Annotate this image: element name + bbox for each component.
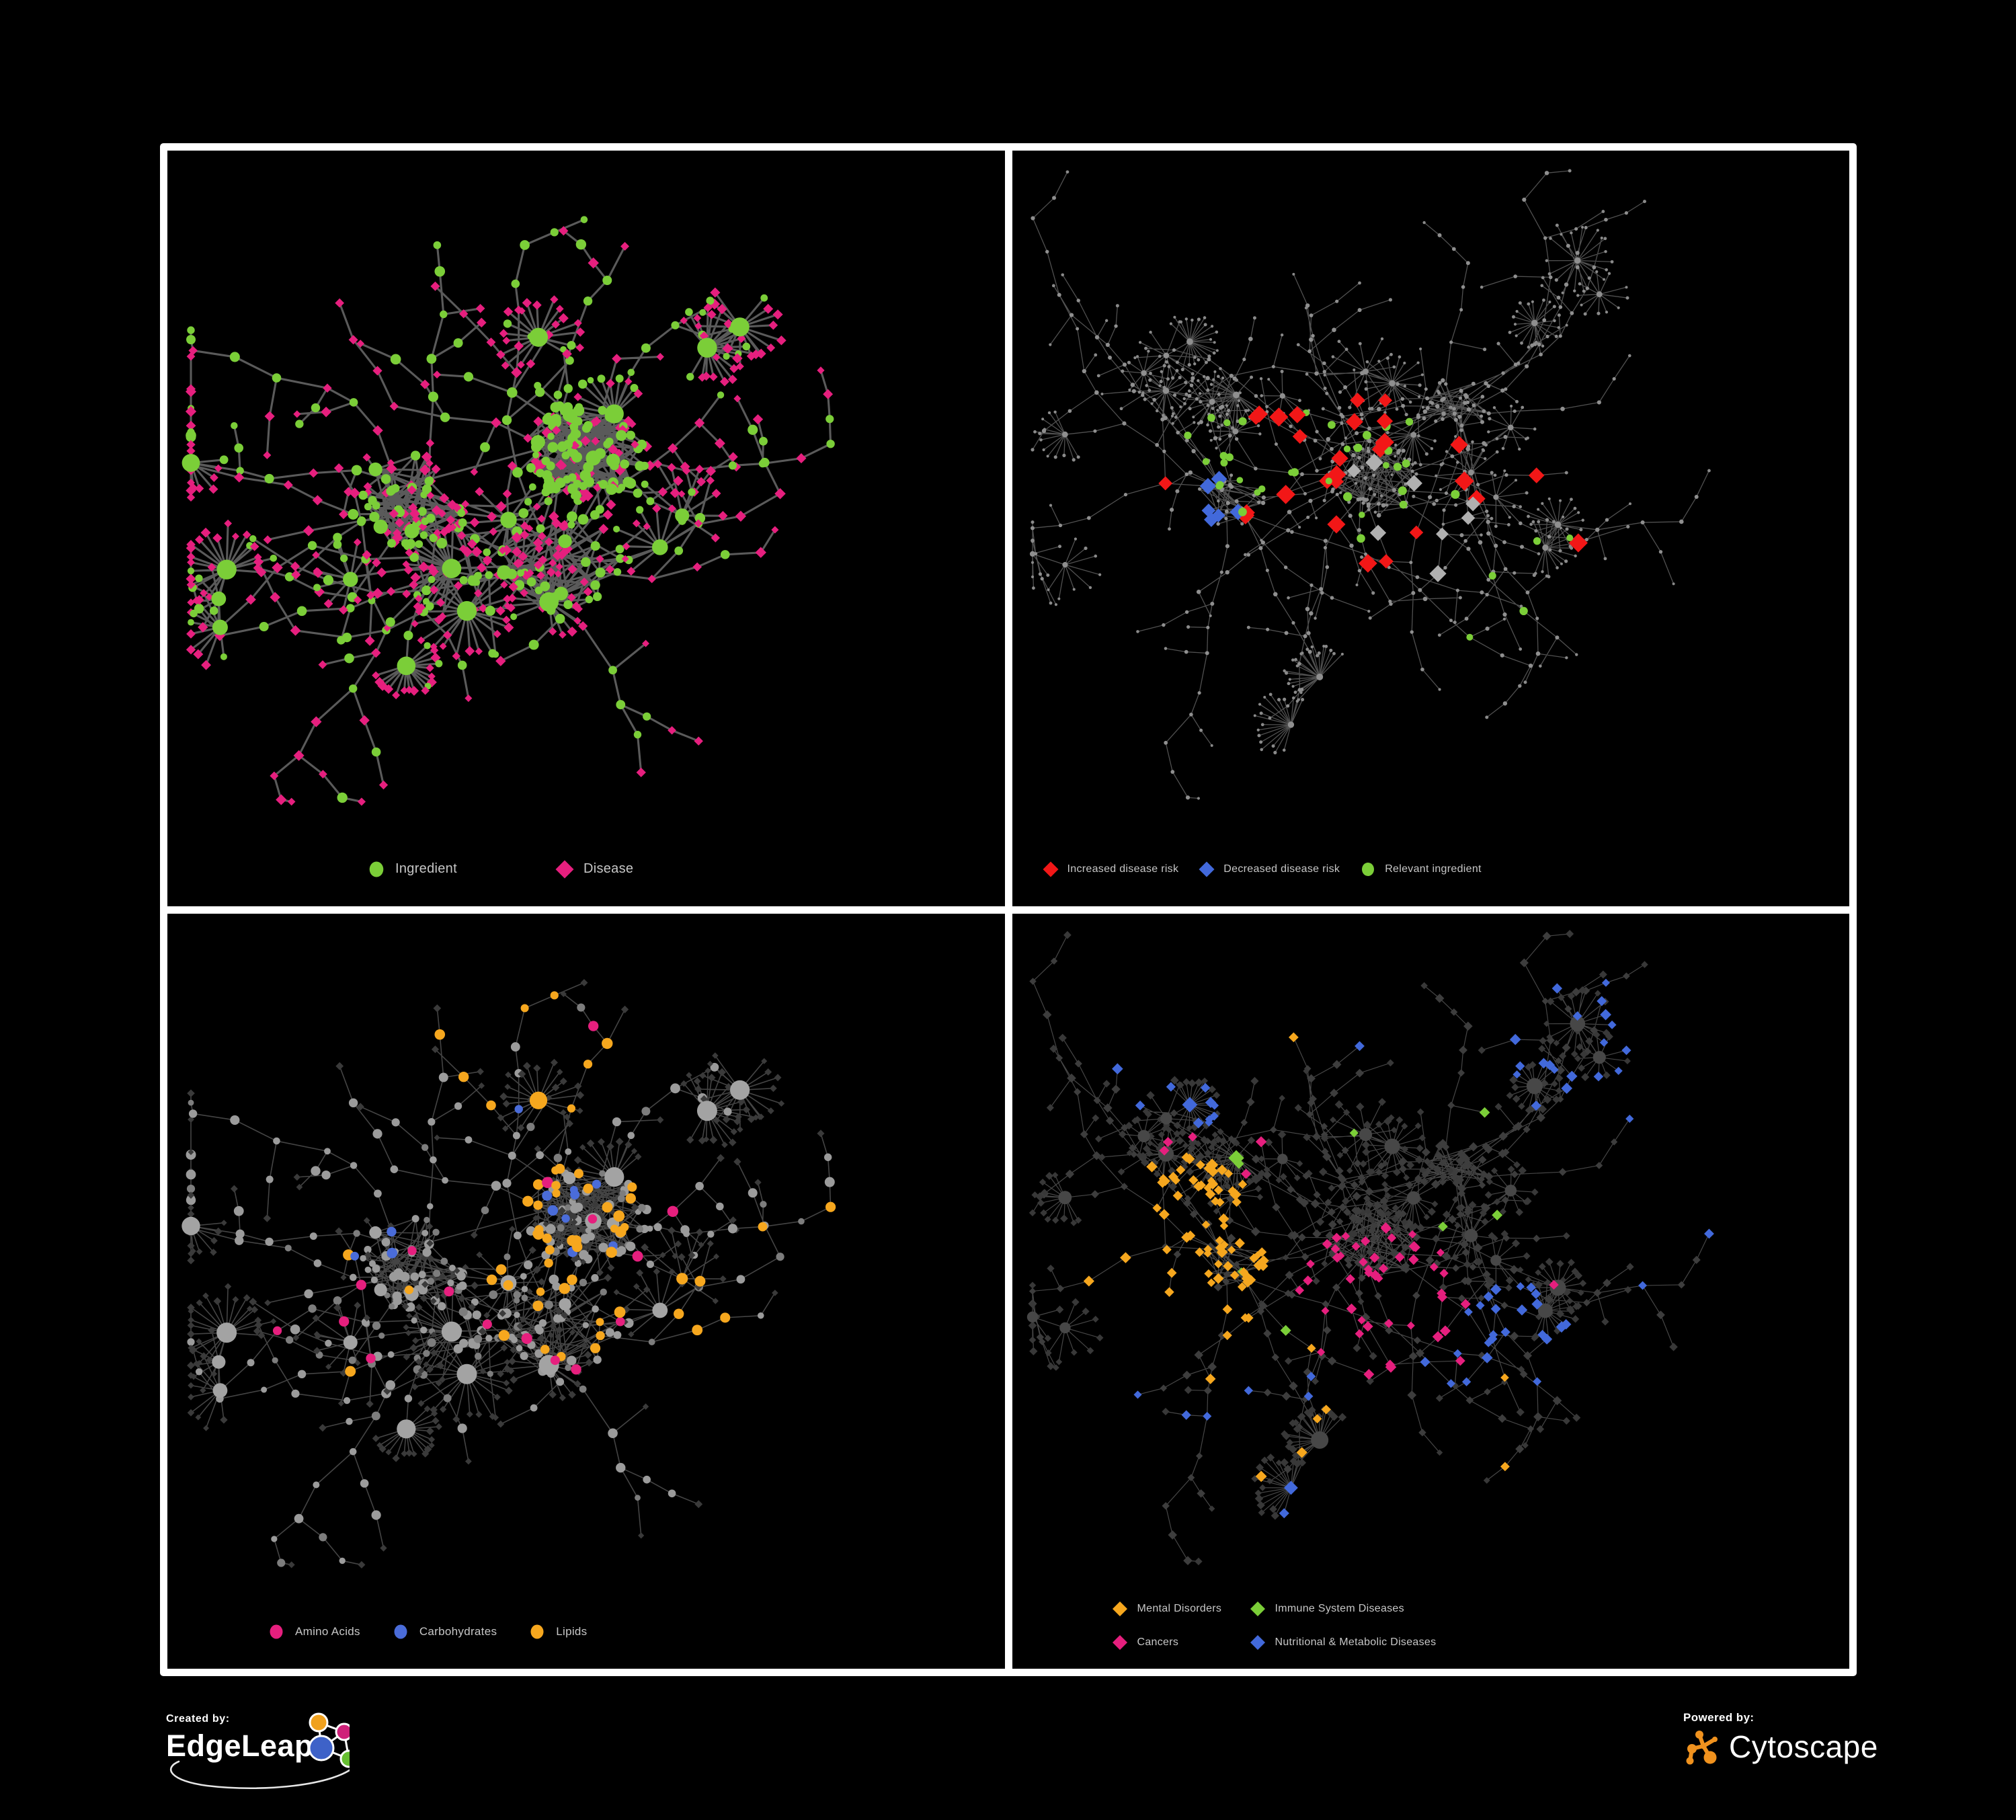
legend-label: Nutritional & Metabolic Diseases: [1275, 1636, 1437, 1648]
legend-label: Disease: [583, 861, 634, 876]
legend-disease-classes: Mental Disorders Immune System Diseases Ca…: [1012, 1599, 1850, 1653]
legend-disease-risk: Increased disease risk Decreased disease …: [1012, 859, 1850, 879]
panel-ingredient-disease: Ingredient Disease: [167, 151, 1005, 906]
legend-label: Increased disease risk: [1067, 863, 1179, 875]
legend-item-lipids: Lipids: [527, 1622, 587, 1642]
figure-grid: Ingredient Disease Increased disease risk…: [160, 143, 1857, 1676]
legend-item-relevant-ingredient: Relevant ingredient: [1358, 859, 1482, 879]
panel-disease-risk: Increased disease risk Decreased disease …: [1012, 151, 1850, 906]
legend-label: Cancers: [1137, 1636, 1179, 1648]
legend-ingredient-classes: Amino Acids Carbohydrates Lipids: [167, 1622, 1005, 1642]
legend-label: Relevant ingredient: [1385, 863, 1482, 875]
legend-label: Lipids: [556, 1625, 588, 1638]
powered-by-block: Powered by: Cytoscape: [1683, 1711, 1878, 1766]
legend-label: Immune System Diseases: [1275, 1603, 1404, 1614]
diamond-swatch-icon: [1112, 1635, 1127, 1650]
diamond-swatch-icon: [555, 860, 574, 878]
legend-item-immune-system-diseases: Immune System Diseases: [1248, 1599, 1850, 1619]
circle-swatch-icon: [394, 1624, 407, 1639]
legend-item-disease: Disease: [555, 859, 633, 879]
legend-item-ingredient: Ingredient: [366, 859, 457, 879]
diamond-swatch-icon: [1250, 1601, 1265, 1616]
legend-label: Mental Disorders: [1137, 1603, 1222, 1614]
legend-item-mental-disorders: Mental Disorders: [1110, 1599, 1248, 1619]
created-by-block: Created by: EdgeLeap: [166, 1712, 350, 1794]
diamond-swatch-icon: [1112, 1601, 1127, 1616]
cytoscape-logo-icon: [1686, 1731, 1718, 1765]
diamond-swatch-icon: [1199, 861, 1215, 877]
legend-item-decreased-disease-risk: Decreased disease risk: [1197, 859, 1340, 879]
disease-risk-network-graph: [1029, 169, 1711, 800]
legend-label: Ingredient: [395, 861, 457, 876]
diamond-swatch-icon: [1250, 1635, 1265, 1650]
panel-disease-classes: Mental Disorders Immune System Diseases Ca…: [1012, 913, 1850, 1669]
ingredient-classes-network-graph: [182, 978, 836, 1569]
legend-item-cancers: Cancers: [1110, 1632, 1248, 1653]
legend-ingredient-disease: Ingredient Disease: [167, 859, 1005, 879]
legend-item-carbohydrates: Carbohydrates: [391, 1622, 497, 1642]
circle-swatch-icon: [1362, 862, 1375, 876]
cytoscape-wordmark: Cytoscape: [1729, 1729, 1878, 1764]
circle-swatch-icon: [530, 1624, 544, 1639]
ingredient-disease-network-graph: [182, 216, 835, 806]
diamond-swatch-icon: [1043, 861, 1058, 877]
edgeleap-wordmark: EdgeLeap: [166, 1729, 314, 1763]
legend-item-increased-disease-risk: Increased disease risk: [1041, 859, 1179, 879]
created-by-label: Created by:: [166, 1713, 230, 1725]
panel-ingredient-classes: Amino Acids Carbohydrates Lipids: [167, 913, 1005, 1669]
legend-item-nutritional-metabolic-diseases: Nutritional & Metabolic Diseases: [1248, 1632, 1850, 1653]
legend-label: Decreased disease risk: [1223, 863, 1340, 875]
disease-classes-network-graph: [1026, 929, 1714, 1565]
legend-label: Amino Acids: [295, 1625, 360, 1638]
legend-label: Carbohydrates: [419, 1625, 497, 1638]
legend-item-amino-acids: Amino Acids: [266, 1622, 360, 1642]
circle-swatch-icon: [369, 861, 384, 877]
circle-swatch-icon: [270, 1624, 283, 1639]
powered-by-label: Powered by:: [1683, 1711, 1755, 1724]
